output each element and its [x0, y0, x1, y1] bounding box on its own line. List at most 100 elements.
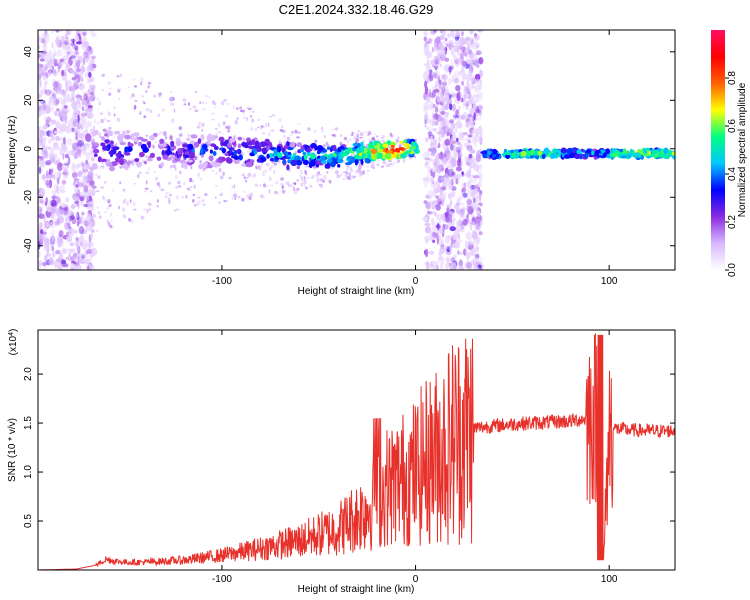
spectrogram-speckle-mark — [117, 87, 121, 90]
spectrogram-speckle-mark — [294, 129, 298, 134]
spectrogram-speckle-mark — [323, 175, 327, 180]
spectrogram-speckle-mark — [217, 124, 221, 128]
spectrogram-signal-mark — [210, 161, 214, 166]
spectrogram-noise-mark — [463, 92, 469, 100]
spectrogram-noise-mark — [38, 166, 42, 175]
spectrogram-noise-mark — [89, 122, 92, 128]
spectrogram-noise-mark — [55, 195, 59, 202]
spectrogram-signal-mark — [302, 151, 307, 156]
spectrogram-noise-mark — [55, 135, 60, 142]
spectrogram-signal-mark — [161, 149, 165, 156]
spectrogram-speckle-mark — [119, 73, 123, 78]
spectrogram-noise-mark — [461, 60, 468, 67]
spectrogram-speckle-mark — [310, 176, 313, 179]
spectrogram-signal-mark — [371, 153, 378, 160]
spectrogram-noise-mark — [77, 203, 80, 209]
spectrogram-signal-mark — [303, 154, 308, 160]
spectrogram-speckle-mark — [98, 215, 102, 220]
spectrogram-signal-mark — [237, 143, 242, 149]
spectrogram-speckle-mark — [149, 190, 152, 193]
spectrogram-signal-mark — [534, 155, 539, 160]
spectrogram-noise-mark — [465, 252, 471, 259]
spectrogram-noise-mark — [69, 41, 74, 46]
spectrogram-signal-mark — [520, 150, 527, 157]
spectrogram-speckle-mark — [132, 78, 136, 81]
spectrogram-signal-mark — [620, 155, 628, 159]
spectrogram-signal-mark — [134, 158, 140, 162]
spectrogram-noise-mark — [41, 145, 47, 153]
spectrogram-noise-mark — [438, 128, 445, 135]
spectrogram-noise-mark — [433, 158, 437, 163]
spectrogram-signal-mark — [364, 159, 369, 163]
spectrogram-noise-mark — [73, 195, 79, 203]
spectrogram-noise-mark — [434, 212, 437, 217]
spectrogram-speckle-mark — [100, 118, 104, 124]
spectrogram-speckle-mark — [103, 197, 107, 202]
spectrogram-speckle-mark — [116, 117, 121, 122]
spectrogram-signal-mark — [119, 141, 127, 146]
spectrogram-noise-mark — [455, 166, 462, 172]
spectrogram-speckle-mark — [322, 179, 325, 183]
spectrogram-noise-mark — [48, 168, 54, 174]
spectrogram-signal-mark — [231, 155, 235, 159]
spectrogram-noise-mark — [79, 215, 84, 221]
spectrogram-speckle-mark — [321, 126, 323, 130]
spectrogram-speckle-mark — [201, 207, 205, 209]
spectrogram-noise-mark — [78, 86, 85, 91]
spectrogram-speckle-mark — [136, 173, 140, 179]
spectrogram-speckle-mark — [108, 126, 112, 130]
spectrogram-speckle-mark — [165, 191, 169, 195]
spectrogram-signal-mark — [638, 149, 644, 154]
spectrogram-noise-mark — [91, 55, 96, 59]
spectrogram-speckle-mark — [147, 167, 150, 172]
spectrogram-speckle-mark — [106, 219, 109, 223]
spectrogram-noise-mark — [63, 54, 69, 61]
spectrogram-speckle-mark — [382, 160, 387, 165]
spectrogram-noise-mark — [74, 51, 80, 55]
spectrogram-noise-mark — [74, 46, 79, 51]
spectrogram-noise-mark — [477, 30, 484, 33]
spectrogram-noise-mark — [463, 93, 466, 103]
spectrogram-noise-mark — [80, 215, 84, 225]
spectrogram-noise-mark — [426, 229, 433, 234]
spectrogram-noise-mark — [57, 49, 64, 56]
spectrogram-noise-mark — [42, 42, 48, 52]
spectrogram-noise-mark — [85, 146, 91, 150]
spectrogram-noise-mark — [478, 192, 482, 202]
spectrogram-noise-mark — [69, 68, 75, 75]
spectrogram-noise-mark — [59, 189, 64, 193]
spectrogram-speckle-mark — [280, 183, 284, 186]
spectrogram-noise-mark — [422, 73, 428, 81]
spectrogram-noise-mark — [44, 30, 48, 35]
spectrogram-noise-mark — [74, 123, 81, 128]
spectrogram-noise-mark — [51, 30, 55, 34]
spectrogram-noise-mark — [452, 112, 456, 119]
spectrogram-signal-mark — [226, 157, 233, 164]
spectrogram-speckle-mark — [273, 164, 277, 167]
spectrogram-noise-mark — [463, 89, 468, 93]
spectrogram-noise-mark — [51, 224, 56, 229]
spectrogram-noise-mark — [50, 95, 54, 103]
spectrogram-noise-mark — [65, 94, 71, 103]
spectrogram-noise-mark — [447, 255, 454, 263]
spectrogram-speckle-mark — [345, 172, 349, 175]
spectrogram-noise-mark — [81, 98, 86, 106]
spectrogram-noise-mark — [50, 237, 57, 243]
spectrogram-signal-mark — [256, 158, 262, 163]
spectrogram-speckle-mark — [360, 133, 363, 136]
spectrogram-signal-mark — [141, 138, 148, 142]
spectrogram-signal-mark — [268, 153, 273, 158]
spectrogram-y-label: Frequency (Hz) — [7, 116, 18, 185]
spectrogram-noise-mark — [449, 184, 453, 190]
spectrogram-speckle-mark — [271, 160, 275, 164]
spectrogram-signal-mark — [585, 149, 591, 154]
spectrogram-noise-mark — [46, 160, 52, 166]
spectrogram-signal-mark — [491, 148, 498, 155]
spectrogram-speckle-mark — [177, 180, 181, 185]
spectrogram-speckle-mark — [211, 112, 215, 115]
spectrogram-noise-mark — [429, 201, 436, 208]
spectrogram-signal-mark — [176, 141, 181, 147]
spectrogram-noise-mark — [471, 85, 476, 89]
spectrogram-speckle-mark — [281, 189, 286, 193]
spectrogram-noise-mark — [444, 37, 448, 42]
